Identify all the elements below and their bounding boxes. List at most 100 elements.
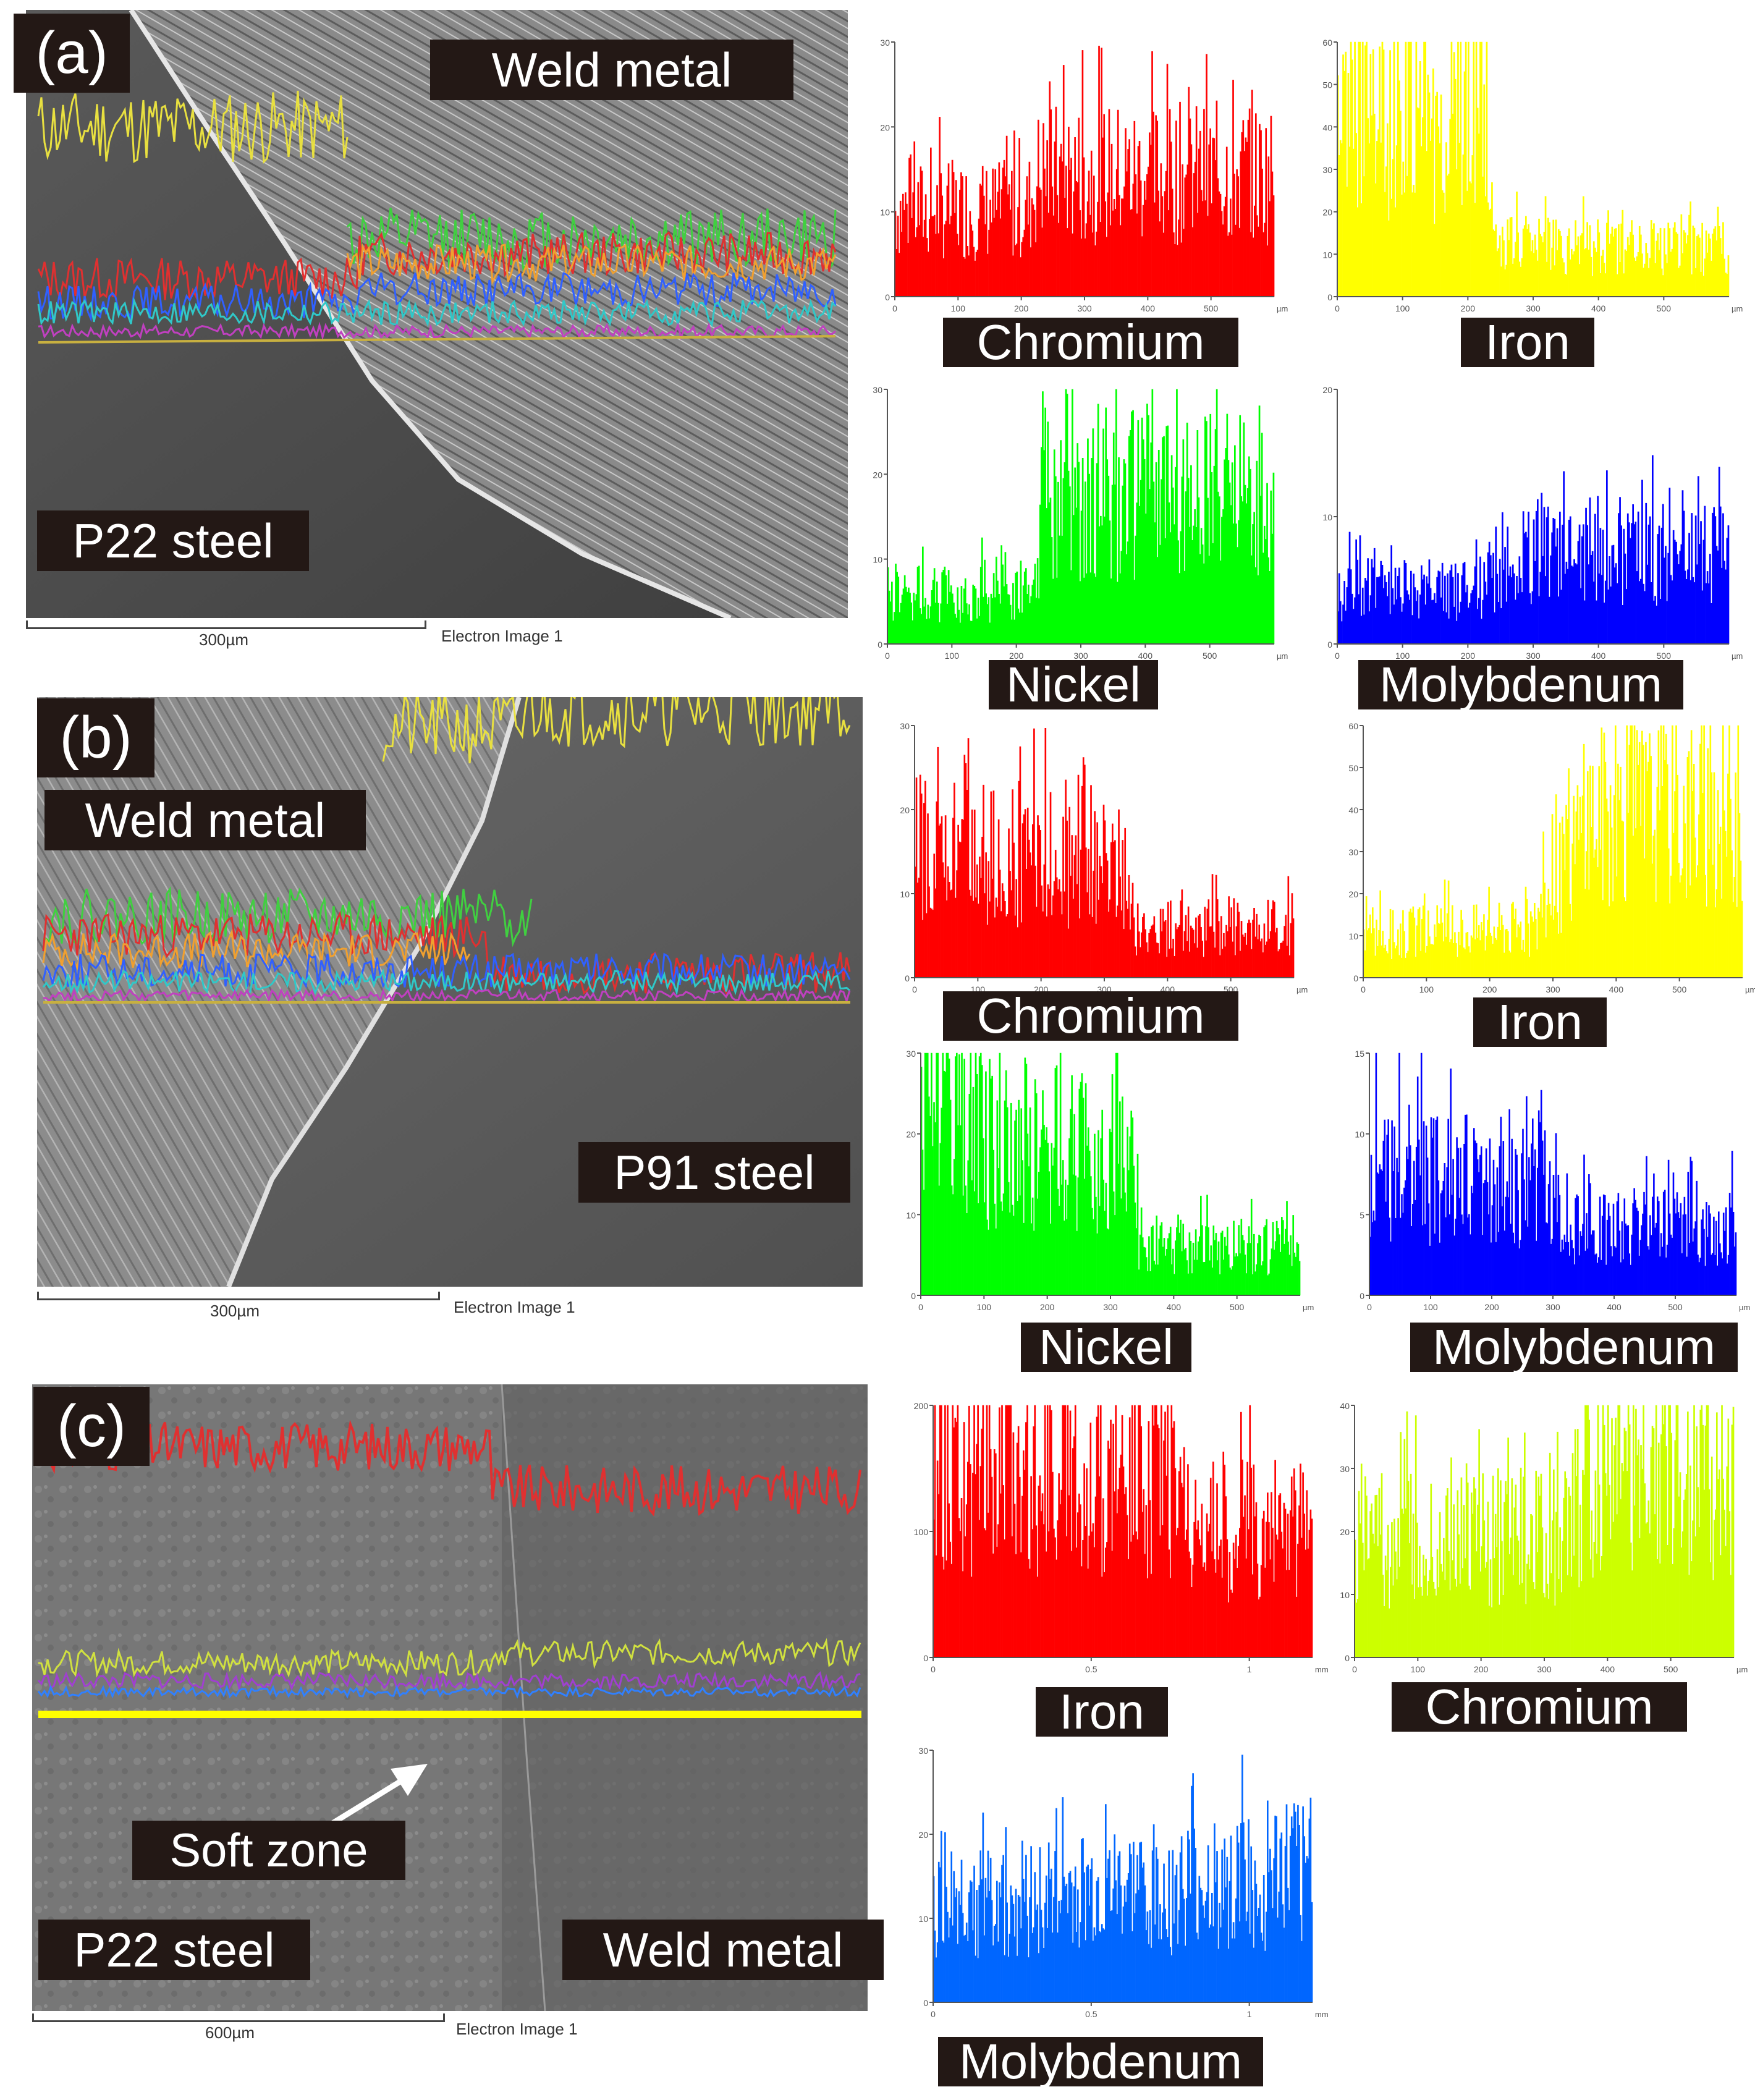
label-weld-metal-b: Weld metal [44, 790, 366, 850]
b-mo-xunit: µm [1739, 1303, 1750, 1312]
label-p22-steel-a: P22 steel [37, 510, 309, 571]
b-cr-xunit: µm [1296, 985, 1308, 994]
b-ni-profile-bars [920, 1052, 1301, 1296]
c-fe-plot: 0 100 200 0 0.5 1 mm [914, 1401, 1329, 1674]
b-mo-xtick-label-5: 500 [1668, 1302, 1683, 1312]
b-fe-xtick-label-0: 0 [1361, 984, 1366, 994]
b-mo-xtick-label-1: 100 [1423, 1302, 1438, 1312]
image-caption-c: Electron Image 1 [456, 2020, 578, 2038]
c-cr-xtick-label-0: 0 [1352, 1664, 1357, 1674]
b-ni-ytick-label-1: 10 [906, 1210, 916, 1220]
b-ni-ytick-label-0: 0 [911, 1291, 916, 1301]
chart-label-b-fe: Iron [1473, 997, 1607, 1047]
b-cr-profile-bars [914, 728, 1295, 978]
b-cr-xtick-label-0: 0 [912, 984, 917, 994]
b-mo-ytick-label-3: 15 [1355, 1049, 1364, 1059]
a-cr-ytick-label-0: 0 [885, 292, 890, 302]
c-cr-ytick-label-0: 0 [1345, 1653, 1350, 1663]
scale-bar-length-c: 600µm [205, 2023, 255, 2042]
image-caption-a: Electron Image 1 [441, 627, 563, 645]
a-fe-ytick-label-1: 10 [1322, 250, 1332, 260]
c-cr-xtick-label-4: 400 [1601, 1664, 1615, 1674]
b-fe-profile-bars [1363, 725, 1743, 978]
b-mo-xtick-label-3: 300 [1546, 1302, 1560, 1312]
a-mo-xtick-label-5: 500 [1657, 651, 1672, 661]
a-ni-ytick-label-1: 10 [873, 555, 882, 565]
b-fe-xtick-label-1: 100 [1419, 984, 1434, 994]
c-mo-xunit: mm [1315, 2010, 1329, 2019]
c-cr-xtick-label-2: 200 [1474, 1664, 1489, 1674]
sem-image-c-graphic [32, 1384, 868, 2011]
b-mo-xtick-label-0: 0 [1367, 1302, 1372, 1312]
label-weld-metal-a: Weld metal [430, 40, 793, 100]
chart-b-cr: 0 10 20 30 0 100 200 300 400 500 µm [897, 718, 1308, 1000]
a-cr-ytick-label-1: 10 [880, 208, 890, 218]
a-fe-xtick-label-4: 400 [1591, 303, 1606, 313]
b-fe-xunit: µm [1745, 985, 1755, 994]
c-mo-ytick-label-1: 10 [918, 1914, 928, 1924]
scale-bar-a: 300µm Electron Image 1 [26, 620, 848, 658]
c-cr-xtick-label-1: 100 [1411, 1664, 1426, 1674]
b-ni-xtick-label-2: 200 [1040, 1302, 1055, 1312]
b-fe-xtick-label-3: 300 [1546, 984, 1560, 994]
c-fe-ytick-label-0: 0 [923, 1653, 928, 1663]
a-fe-ytick-label-5: 50 [1322, 80, 1332, 90]
a-fe-xtick-label-1: 100 [1395, 303, 1410, 313]
label-p91-steel-b: P91 steel [578, 1142, 850, 1203]
a-cr-xtick-label-2: 200 [1014, 303, 1029, 313]
a-fe-ytick-label-0: 0 [1327, 292, 1332, 302]
a-mo-ytick-label-1: 10 [1322, 512, 1332, 522]
scale-bar-c: 600µm Electron Image 1 [32, 2013, 868, 2051]
a-ni-ytick-label-0: 0 [878, 640, 882, 650]
chart-c-cr: 0 10 20 30 40 0 100 200 300 400 500 µm [1337, 1398, 1748, 1680]
a-ni-ytick-label-2: 20 [873, 470, 882, 480]
b-mo-profile-bars [1369, 1052, 1737, 1296]
b-ni-xtick-label-3: 300 [1103, 1302, 1118, 1312]
a-fe-profile-bars [1337, 41, 1730, 297]
b-mo-ytick-label-0: 0 [1360, 1291, 1364, 1301]
c-mo-profile-bars [932, 1755, 1313, 2003]
b-mo-ytick-label-1: 5 [1360, 1210, 1364, 1220]
b-ni-ytick-label-3: 30 [906, 1049, 916, 1059]
b-cr-ytick-label-0: 0 [905, 973, 910, 983]
b-ni-xunit: µm [1303, 1303, 1314, 1312]
linescan-a [37, 90, 837, 344]
a-cr-ytick-label-2: 20 [880, 122, 890, 132]
panel-label-a: (a) [14, 14, 130, 93]
chart-b-mo: 0 5 10 15 0 100 200 300 400 500 µm [1352, 1046, 1750, 1318]
a-fe-ytick-label-6: 60 [1322, 38, 1332, 48]
a-fe-xtick-label-0: 0 [1335, 303, 1340, 313]
b-cr-ytick-label-3: 30 [900, 721, 910, 731]
chart-label-a-fe: Iron [1461, 318, 1594, 367]
a-cr-xtick-label-5: 500 [1204, 303, 1219, 313]
c-mo-ytick-label-2: 20 [918, 1830, 928, 1840]
a-cr-profile-bars [894, 46, 1275, 297]
b-fe-ytick-label-1: 10 [1348, 931, 1358, 941]
b-mo-xtick-label-2: 200 [1484, 1302, 1499, 1312]
a-ni-xtick-label-3: 300 [1073, 651, 1088, 661]
a-ni-xtick-label-2: 200 [1009, 651, 1024, 661]
chart-a-ni: 0 10 20 30 0 100 200 300 400 500 µm [870, 382, 1288, 666]
scale-bar-length-a: 300µm [199, 630, 249, 649]
c-fe-xtick-label-1: 0.5 [1085, 1664, 1097, 1674]
panel-label-b: (b) [37, 698, 154, 777]
chart-b-fe: 0 10 20 30 40 50 60 0 100 200 300 400 500 µm [1346, 718, 1755, 1000]
b-cr-ytick-label-1: 10 [900, 889, 910, 899]
label-weld-metal-c: Weld metal [562, 1920, 884, 1980]
a-ni-xunit: µm [1277, 651, 1288, 661]
a-fe-xunit: µm [1732, 304, 1743, 313]
a-fe-plot: 0 10 20 30 40 50 60 0 100 200 300 400 500 µm [1322, 38, 1743, 313]
a-fe-ytick-label-2: 20 [1322, 208, 1332, 218]
chart-a-fe: 0 10 20 30 40 50 60 0 100 200 300 400 500 µm [1320, 35, 1743, 319]
a-cr-xtick-label-3: 300 [1077, 303, 1092, 313]
sem-image-c [32, 1384, 868, 2011]
image-caption-b: Electron Image 1 [454, 1298, 575, 1316]
b-mo-plot: 0 5 10 15 0 100 200 300 400 500 µm [1355, 1049, 1750, 1312]
a-cr-xunit: µm [1277, 304, 1288, 313]
scale-bar-length-b: 300µm [210, 1302, 260, 1320]
a-mo-xtick-label-4: 400 [1591, 651, 1606, 661]
c-mo-xtick-label-1: 0.5 [1085, 2009, 1097, 2019]
a-ni-xtick-label-4: 400 [1138, 651, 1153, 661]
